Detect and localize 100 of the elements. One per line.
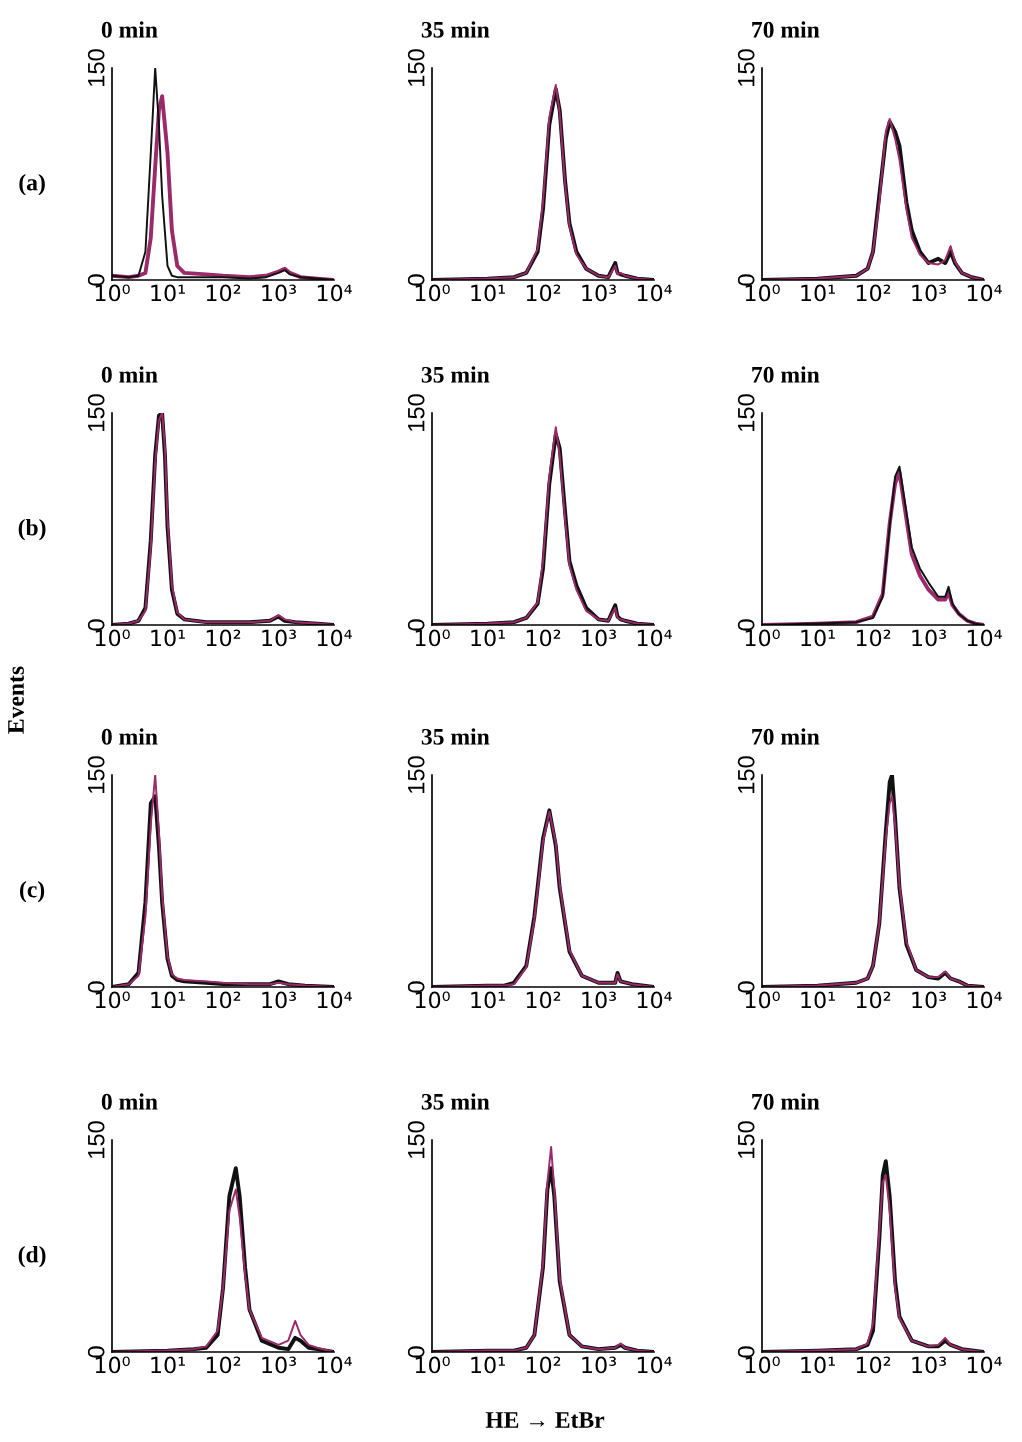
y-tick-label: 0: [407, 1346, 425, 1358]
x-tick-label: 10³: [262, 991, 296, 1009]
text: (d): [18, 1245, 46, 1268]
x-tick-label: 10²: [856, 629, 891, 647]
x-tick-label: 10²: [526, 991, 561, 1009]
y-tick-label: 0: [737, 981, 755, 993]
y-tick-label: 150: [407, 1121, 425, 1158]
x-tick-label: 10¹: [151, 284, 185, 302]
y-tick-label: 150: [407, 756, 425, 793]
chart-title: 70 min: [752, 366, 820, 383]
y-tick-label: 0: [737, 1346, 755, 1358]
text: (c): [20, 880, 45, 903]
x-tick-label: 10³: [262, 1356, 296, 1374]
x-tick-label: 10⁴: [317, 1356, 352, 1374]
x-tick-label: 10⁰: [415, 991, 450, 1009]
y-tick-label: 0: [737, 274, 755, 286]
chart-title: 35 min: [421, 1093, 490, 1110]
y-tick-label: 150: [737, 394, 755, 431]
x-tick-label: 10³: [582, 629, 616, 647]
y-tick-label: 0: [407, 619, 425, 631]
y-tick-label: 150: [737, 49, 755, 86]
x-tick-label: 10⁰: [415, 284, 450, 302]
x-tick-label: 10¹: [151, 991, 185, 1009]
y-tick-label: 0: [407, 274, 425, 286]
x-tick-label: 10⁰: [95, 284, 130, 302]
x-tick-label: 10²: [526, 284, 561, 302]
x-tick-label: 10²: [856, 284, 891, 302]
x-tick-label: 10⁰: [415, 1356, 450, 1374]
x-tick-label: 10²: [206, 1356, 241, 1374]
y-tick-label: 0: [87, 1346, 105, 1358]
y-tick-label: 150: [407, 394, 425, 431]
x-tick-label: 10⁴: [637, 1356, 672, 1374]
y-tick-label: 150: [87, 756, 105, 793]
x-tick-label: 10²: [856, 1356, 891, 1374]
y-tick-label: 0: [87, 619, 105, 631]
x-tick-label: 10²: [526, 1356, 561, 1374]
x-tick-label: 10¹: [801, 1356, 835, 1374]
x-tick-label: 10¹: [801, 629, 835, 647]
x-tick-label: 10⁴: [637, 629, 672, 647]
x-tick-label: 10⁰: [745, 629, 780, 647]
x-tick-label: 10³: [262, 629, 296, 647]
chart-title: 35 min: [421, 728, 490, 745]
x-tick-label: 10⁰: [95, 629, 130, 647]
x-tick-label: 10²: [526, 629, 561, 647]
x-tick-label: 10²: [206, 629, 241, 647]
y-tick-label: 150: [87, 1121, 105, 1158]
x-tick-label: 10¹: [471, 629, 505, 647]
x-tick-label: 10³: [912, 284, 946, 302]
x-tick-label: 10¹: [801, 991, 835, 1009]
y-tick-label: 0: [737, 619, 755, 631]
y-tick-label: 150: [407, 49, 425, 86]
x-tick-label: 10³: [582, 284, 616, 302]
chart-title: 35 min: [421, 21, 490, 38]
y-tick-label: 150: [737, 756, 755, 793]
x-tick-label: 10³: [262, 284, 296, 302]
x-tick-label: 10¹: [471, 991, 505, 1009]
x-tick-label: 10⁰: [415, 629, 450, 647]
x-tick-label: 10⁰: [745, 991, 780, 1009]
chart-title: 70 min: [752, 728, 820, 745]
x-tick-label: 10¹: [801, 284, 835, 302]
x-tick-label: 10³: [582, 991, 616, 1009]
x-tick-label: 10⁴: [967, 991, 1002, 1009]
x-tick-label: 10⁴: [637, 991, 672, 1009]
text: (b): [18, 518, 46, 541]
chart-title: 35 min: [421, 366, 490, 383]
chart-title: 70 min: [752, 1093, 820, 1110]
text: HE → EtBr: [485, 1412, 605, 1428]
y-tick-label: 150: [87, 394, 105, 431]
x-tick-label: 10⁴: [967, 1356, 1002, 1374]
x-tick-label: 10⁰: [745, 284, 780, 302]
y-tick-label: 0: [87, 274, 105, 286]
text: (a): [19, 173, 45, 196]
x-tick-label: 10⁴: [317, 991, 352, 1009]
chart-title: 0 min: [101, 1093, 158, 1110]
x-tick-label: 10³: [912, 629, 946, 647]
x-tick-label: 10⁴: [637, 284, 672, 302]
x-tick-label: 10²: [206, 284, 241, 302]
y-tick-label: 0: [407, 981, 425, 993]
x-tick-label: 10⁴: [967, 284, 1002, 302]
x-tick-label: 10⁰: [95, 991, 130, 1009]
x-tick-label: 10⁰: [745, 1356, 780, 1374]
x-tick-label: 10²: [206, 991, 241, 1009]
x-tick-label: 10¹: [151, 1356, 185, 1374]
chart-title: 0 min: [101, 21, 158, 38]
x-tick-label: 10²: [856, 991, 891, 1009]
x-tick-label: 10¹: [151, 629, 185, 647]
y-tick-label: 0: [87, 981, 105, 993]
x-tick-label: 10³: [582, 1356, 616, 1374]
x-tick-label: 10⁴: [967, 629, 1002, 647]
x-tick-label: 10⁴: [317, 629, 352, 647]
x-tick-label: 10⁴: [317, 284, 352, 302]
x-tick-label: 10¹: [471, 1356, 505, 1374]
x-tick-label: 10³: [912, 1356, 946, 1374]
chart-title: 0 min: [101, 728, 158, 745]
chart-title: 0 min: [101, 366, 158, 383]
y-tick-label: 150: [87, 49, 105, 86]
chart-title: 70 min: [752, 21, 820, 38]
text: Events: [8, 666, 24, 734]
x-tick-label: 10¹: [471, 284, 505, 302]
y-tick-label: 150: [737, 1121, 755, 1158]
